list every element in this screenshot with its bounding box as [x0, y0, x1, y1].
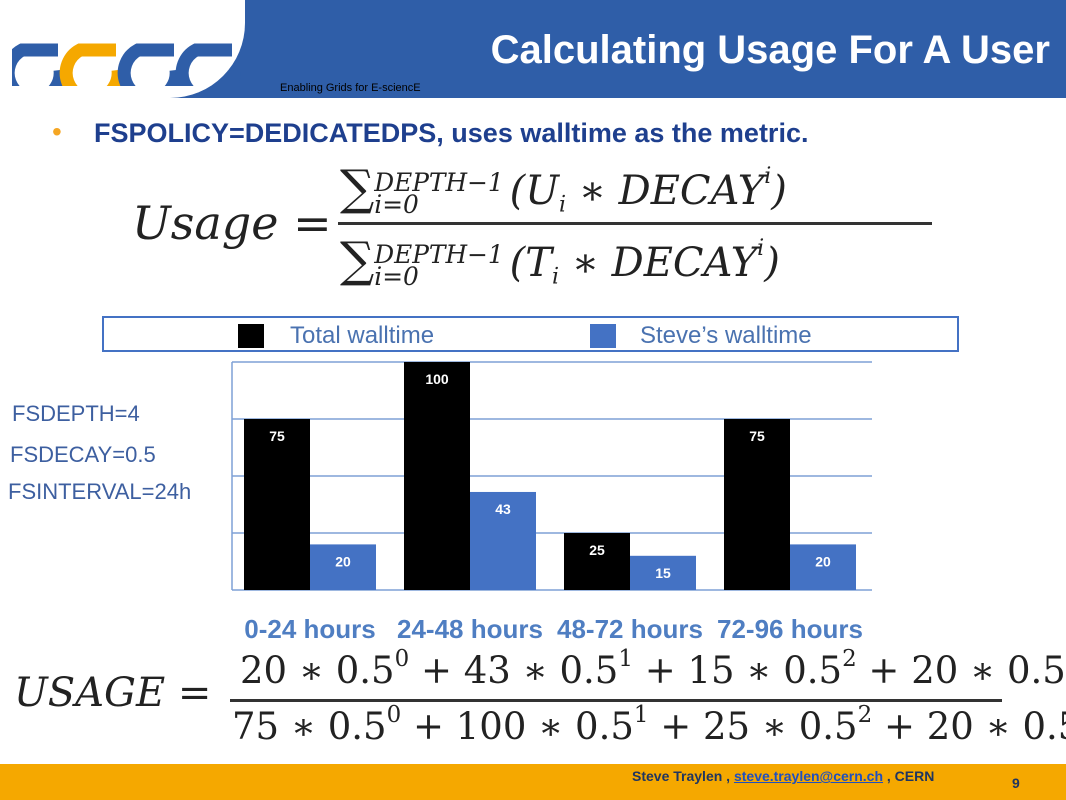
bullet-icon: • — [52, 116, 62, 147]
numerator-term: 15 ∗ 0.52 — [687, 646, 857, 693]
legend-swatch-steve — [590, 324, 616, 348]
data-label: 75 — [269, 428, 285, 444]
sum-lower-limit: i=0 — [374, 262, 419, 291]
numerator-plus: + — [409, 649, 464, 693]
denominator-close: ) — [764, 240, 780, 286]
legend-label-total: Total walltime — [290, 322, 435, 349]
numerator-exponent: 0 — [394, 646, 410, 672]
param-fsdecay: FSDECAY=0.5 — [10, 442, 156, 467]
footer-author: Steve Traylen , — [632, 768, 734, 784]
walltime-bar-chart: 75 20 0-24 hours 100 43 24-48 hours 25 15 48-72 … — [231, 361, 872, 644]
sum-lower-limit: i=0 — [374, 190, 419, 219]
numeric-formula-denominator: 75 ∗ 0.50 + 100 ∗ 0.51 + 25 ∗ 0.52 + 20 … — [232, 702, 1066, 748]
footer-credit: Steve Traylen , steve.traylen@cern.ch , … — [632, 768, 934, 784]
sum-upper-limit: DEPTH−1 — [374, 167, 504, 197]
denominator-exponent: 1 — [633, 702, 649, 728]
denominator-index: i — [551, 264, 559, 290]
numerator-exponent: i — [764, 164, 772, 190]
footer-bar — [0, 764, 1066, 800]
page-number: 9 — [1012, 775, 1020, 791]
egee-logo: egee — [12, 43, 241, 86]
param-fsdepth: FSDEPTH=4 — [12, 401, 140, 426]
denominator-term: (T — [509, 240, 552, 286]
bar-total-3 — [724, 419, 790, 590]
data-label: 25 — [589, 542, 605, 558]
denominator-plus: + — [401, 705, 456, 749]
denominator-plus: + — [648, 705, 703, 749]
sum-upper-limit: DEPTH−1 — [374, 239, 504, 269]
denominator-term: 100 ∗ 0.51 — [455, 702, 649, 749]
usage-formula-lhs: Usage = — [132, 196, 332, 250]
bar-steve-3 — [790, 544, 856, 590]
tagline: Enabling Grids for E-sciencE — [280, 82, 421, 94]
numeric-formula-numerator: 20 ∗ 0.50 + 43 ∗ 0.51 + 15 ∗ 0.52 + 20 ∗… — [240, 646, 1066, 692]
usage-lhs-text: Usage = — [132, 196, 332, 250]
bar-total-0 — [244, 419, 310, 590]
numerator-term: 20 ∗ 0.53 — [911, 646, 1066, 692]
denominator-term: 25 ∗ 0.52 — [703, 702, 873, 749]
param-fsinterval: FSINTERVAL=24h — [8, 479, 192, 504]
denominator-term: 75 ∗ 0.50 — [232, 702, 402, 749]
numerator-exponent: 1 — [618, 646, 633, 672]
data-label: 15 — [655, 565, 671, 581]
x-tick-label: 48-72 hours — [557, 614, 703, 644]
numerator-term: 20 ∗ 0.50 — [240, 646, 410, 693]
data-label: 20 — [335, 553, 351, 569]
footer-org: , CERN — [883, 768, 935, 784]
bar-steve-2 — [630, 555, 696, 590]
denominator-rest: ∗ DECAY — [559, 240, 758, 286]
legend-swatch-total — [238, 324, 264, 348]
slide-title: Calculating Usage For A User — [490, 28, 1050, 72]
x-tick-label: 72-96 hours — [717, 614, 863, 644]
data-label: 100 — [425, 371, 449, 387]
usage-formula-denominator: ∑DEPTH−1 i=0 (Ti ∗ DECAYi) — [340, 232, 780, 291]
numerator-rest: ∗ DECAY — [566, 168, 765, 214]
data-label: 43 — [495, 501, 511, 517]
bar-total-1 — [404, 362, 470, 590]
usage-formula-numerator: ∑DEPTH−1 i=0 (Ui ∗ DECAYi) — [340, 160, 787, 219]
x-tick-label: 24-48 hours — [397, 614, 543, 644]
denominator-exponent: 2 — [857, 702, 873, 728]
bar-total-2 — [564, 533, 630, 590]
denominator-exponent: i — [757, 236, 765, 262]
denominator-plus: + — [872, 705, 927, 749]
numeric-fraction-bar — [230, 699, 1002, 702]
numerator-plus: + — [632, 649, 688, 693]
numerator-term: (U — [509, 168, 559, 214]
numerator-plus: + — [856, 649, 912, 693]
numeric-lhs-text: USAGE = — [14, 670, 212, 716]
numerator-exponent: 2 — [842, 646, 857, 672]
bar-steve-0 — [310, 544, 376, 590]
bar-steve-1 — [470, 491, 536, 590]
bullet-text: FSPOLICY=DEDICATEDPS, uses walltime as t… — [94, 118, 809, 148]
data-label: 20 — [815, 553, 831, 569]
numerator-index: i — [558, 192, 567, 218]
denominator-exponent: 0 — [386, 702, 402, 728]
chart-legend: Total walltime Steve’s walltime — [102, 316, 959, 352]
denominator-term: 20 ∗ 0.53 — [926, 705, 1066, 749]
numerator-term: 43 ∗ 0.51 — [463, 646, 633, 693]
usage-fraction-bar — [338, 222, 932, 225]
numerator-close: ) — [771, 168, 787, 214]
data-label: 75 — [749, 428, 765, 444]
numeric-formula-lhs: USAGE = — [14, 670, 211, 716]
legend-label-steve: Steve’s walltime — [640, 322, 812, 349]
footer-email-link[interactable]: steve.traylen@cern.ch — [733, 768, 884, 784]
x-tick-label: 0-24 hours — [244, 614, 376, 644]
